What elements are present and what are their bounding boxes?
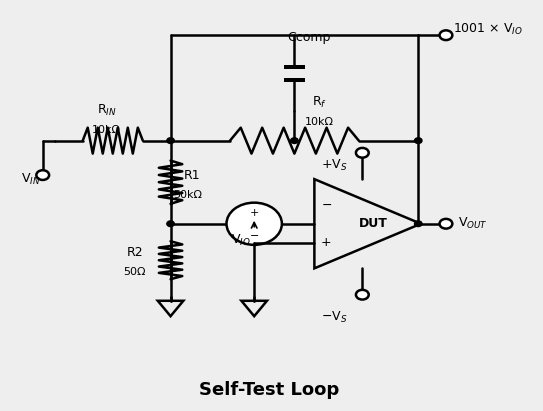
Circle shape bbox=[356, 290, 369, 300]
Text: DUT: DUT bbox=[358, 217, 387, 230]
Text: 10kΩ: 10kΩ bbox=[305, 118, 334, 127]
Circle shape bbox=[414, 138, 422, 143]
Text: 10kΩ: 10kΩ bbox=[92, 125, 121, 136]
Text: $-$: $-$ bbox=[249, 229, 259, 239]
Text: $-$: $-$ bbox=[320, 198, 332, 211]
Text: +: + bbox=[249, 208, 259, 218]
Circle shape bbox=[356, 148, 369, 158]
Circle shape bbox=[226, 203, 282, 245]
Text: +V$_S$: +V$_S$ bbox=[321, 158, 348, 173]
Text: V$_{OUT}$: V$_{OUT}$ bbox=[458, 216, 488, 231]
Circle shape bbox=[167, 138, 174, 143]
Circle shape bbox=[414, 221, 422, 226]
Text: 50kΩ: 50kΩ bbox=[174, 190, 203, 201]
Circle shape bbox=[439, 219, 452, 229]
Text: 50Ω: 50Ω bbox=[124, 268, 146, 277]
Text: R$_{IN}$: R$_{IN}$ bbox=[97, 103, 117, 118]
Text: −V$_S$: −V$_S$ bbox=[321, 309, 348, 325]
Text: 1001 × V$_{IO}$: 1001 × V$_{IO}$ bbox=[453, 22, 523, 37]
Circle shape bbox=[439, 30, 452, 40]
Text: $+$: $+$ bbox=[320, 236, 332, 249]
Circle shape bbox=[36, 170, 49, 180]
Text: R1: R1 bbox=[184, 169, 200, 182]
Circle shape bbox=[291, 138, 298, 143]
Text: R2: R2 bbox=[127, 246, 143, 259]
Text: Ccomp: Ccomp bbox=[287, 31, 331, 44]
Text: R$_f$: R$_f$ bbox=[312, 95, 327, 110]
Text: V$_{IO}$: V$_{IO}$ bbox=[231, 232, 251, 247]
Text: V$_{IN}$: V$_{IN}$ bbox=[21, 172, 40, 187]
Circle shape bbox=[167, 221, 174, 226]
Text: Self-Test Loop: Self-Test Loop bbox=[199, 381, 339, 399]
